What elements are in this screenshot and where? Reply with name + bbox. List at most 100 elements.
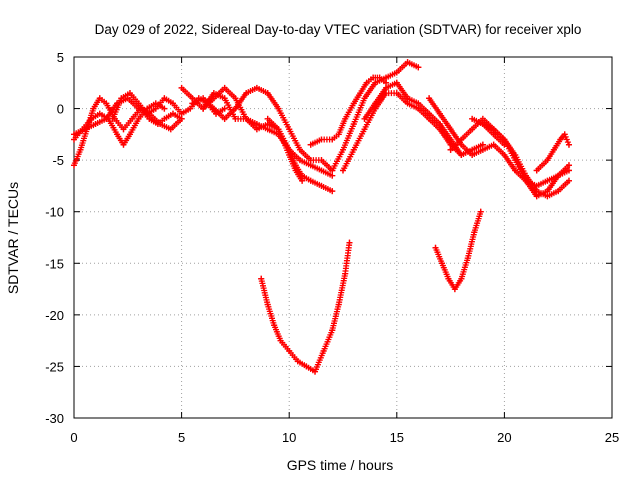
series-track-18 bbox=[258, 239, 353, 375]
data-point bbox=[126, 131, 133, 138]
y-tick-label: -10 bbox=[45, 205, 64, 220]
data-point bbox=[210, 105, 217, 112]
data-point bbox=[275, 105, 282, 112]
data-point bbox=[232, 95, 239, 102]
data-point bbox=[533, 193, 540, 200]
data-point bbox=[464, 255, 471, 262]
x-tick-label: 0 bbox=[70, 430, 77, 445]
data-point bbox=[169, 110, 176, 117]
data-point bbox=[109, 115, 116, 122]
data-point bbox=[232, 105, 239, 112]
data-point bbox=[286, 151, 293, 158]
y-tick-label: 0 bbox=[57, 102, 64, 117]
data-point bbox=[555, 188, 562, 195]
data-point bbox=[92, 121, 99, 128]
x-tick-label: 5 bbox=[178, 430, 185, 445]
data-point bbox=[438, 260, 445, 267]
data-point bbox=[189, 95, 196, 102]
data-point bbox=[447, 146, 454, 153]
data-point bbox=[479, 146, 486, 153]
data-point bbox=[71, 131, 77, 138]
data-point bbox=[307, 162, 314, 169]
y-tick-label: 5 bbox=[57, 50, 64, 65]
data-point bbox=[346, 239, 353, 246]
y-axis-label: SDTVAR / TECUs bbox=[5, 182, 21, 294]
axis-ticks: 0 5 10 15 20 25 5 0 -5 -10 -15 -20 -25 -30 bbox=[45, 50, 619, 445]
data-point bbox=[415, 100, 422, 107]
data-point bbox=[565, 162, 572, 169]
data-point bbox=[178, 110, 185, 117]
data-point bbox=[477, 208, 484, 215]
data-point bbox=[451, 286, 458, 293]
data-point bbox=[350, 146, 357, 153]
data-point bbox=[533, 167, 540, 174]
data-point bbox=[120, 126, 127, 133]
data-point bbox=[243, 90, 250, 97]
data-point bbox=[335, 131, 342, 138]
data-point bbox=[501, 136, 508, 143]
data-point bbox=[342, 270, 349, 277]
data-point bbox=[404, 95, 411, 102]
data-point bbox=[426, 115, 433, 122]
data-point bbox=[372, 79, 379, 86]
data-point bbox=[161, 105, 168, 112]
data-point bbox=[432, 244, 439, 251]
data-point bbox=[447, 136, 454, 143]
data-point bbox=[426, 95, 433, 102]
data-point bbox=[458, 275, 465, 282]
data-point bbox=[299, 177, 306, 184]
data-point bbox=[103, 115, 110, 122]
data-point bbox=[383, 74, 390, 81]
data-point bbox=[296, 146, 303, 153]
data-point bbox=[318, 182, 325, 189]
data-point bbox=[372, 100, 379, 107]
data-point bbox=[264, 90, 271, 97]
data-point bbox=[307, 157, 314, 164]
data-point bbox=[544, 177, 551, 184]
data-point bbox=[512, 157, 519, 164]
data-point bbox=[469, 115, 476, 122]
y-tick-label: -30 bbox=[45, 411, 64, 426]
data-point bbox=[393, 79, 400, 86]
data-point bbox=[404, 100, 411, 107]
grid-lines bbox=[74, 57, 612, 418]
data-point bbox=[436, 121, 443, 128]
data-point bbox=[501, 151, 508, 158]
data-point bbox=[363, 79, 370, 86]
data-point bbox=[533, 188, 540, 195]
data-point bbox=[144, 110, 151, 117]
data-point bbox=[277, 337, 284, 344]
data-point bbox=[329, 172, 336, 179]
data-point bbox=[294, 358, 301, 365]
data-point bbox=[370, 74, 377, 81]
data-point bbox=[307, 177, 314, 184]
y-tick-label: -20 bbox=[45, 308, 64, 323]
series-track-16 bbox=[479, 121, 508, 148]
data-series bbox=[71, 59, 572, 375]
data-point bbox=[329, 327, 336, 334]
data-point bbox=[264, 126, 271, 133]
data-point bbox=[469, 151, 476, 158]
data-point bbox=[210, 90, 217, 97]
data-point bbox=[71, 136, 77, 143]
data-point bbox=[490, 131, 497, 138]
data-point bbox=[447, 126, 454, 133]
data-point bbox=[557, 136, 564, 143]
data-point bbox=[361, 95, 368, 102]
data-point bbox=[275, 126, 282, 133]
data-point bbox=[307, 141, 314, 148]
data-point bbox=[169, 100, 176, 107]
data-point bbox=[479, 115, 486, 122]
data-point bbox=[561, 131, 568, 138]
data-point bbox=[357, 90, 364, 97]
data-point bbox=[253, 121, 260, 128]
data-point bbox=[120, 141, 127, 148]
series-track-6 bbox=[189, 84, 336, 174]
data-point bbox=[187, 105, 194, 112]
data-point bbox=[135, 105, 142, 112]
data-point bbox=[320, 347, 327, 354]
data-point bbox=[286, 347, 293, 354]
data-point bbox=[469, 126, 476, 133]
data-point bbox=[96, 110, 103, 117]
data-point bbox=[342, 115, 349, 122]
